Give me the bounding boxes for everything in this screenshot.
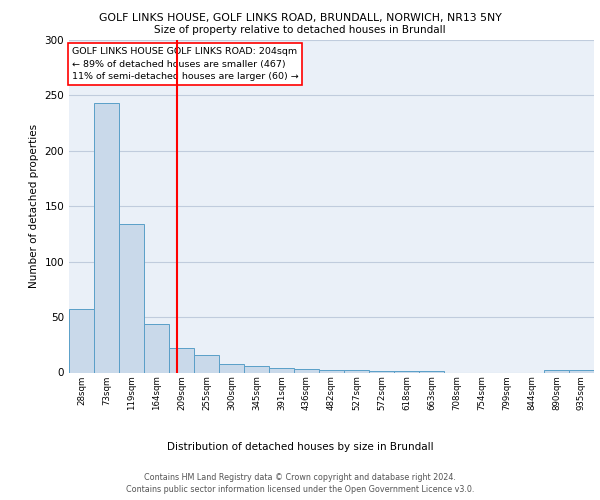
Text: Distribution of detached houses by size in Brundall: Distribution of detached houses by size … <box>167 442 433 452</box>
Text: Contains HM Land Registry data © Crown copyright and database right 2024.: Contains HM Land Registry data © Crown c… <box>144 472 456 482</box>
Bar <box>319 370 344 372</box>
Bar <box>344 370 369 372</box>
Bar <box>144 324 169 372</box>
Bar <box>194 355 219 372</box>
Bar <box>219 364 244 372</box>
Bar <box>244 366 269 372</box>
Bar <box>544 370 569 372</box>
Bar <box>69 310 94 372</box>
Text: GOLF LINKS HOUSE, GOLF LINKS ROAD, BRUNDALL, NORWICH, NR13 5NY: GOLF LINKS HOUSE, GOLF LINKS ROAD, BRUND… <box>98 12 502 22</box>
Text: Size of property relative to detached houses in Brundall: Size of property relative to detached ho… <box>154 25 446 35</box>
Bar <box>269 368 294 372</box>
Text: Contains public sector information licensed under the Open Government Licence v3: Contains public sector information licen… <box>126 485 474 494</box>
Y-axis label: Number of detached properties: Number of detached properties <box>29 124 39 288</box>
Text: GOLF LINKS HOUSE GOLF LINKS ROAD: 204sqm
← 89% of detached houses are smaller (4: GOLF LINKS HOUSE GOLF LINKS ROAD: 204sqm… <box>71 46 298 82</box>
Bar <box>119 224 144 372</box>
Bar <box>569 370 594 372</box>
Bar <box>169 348 194 372</box>
Bar <box>294 369 319 372</box>
Bar <box>94 103 119 372</box>
